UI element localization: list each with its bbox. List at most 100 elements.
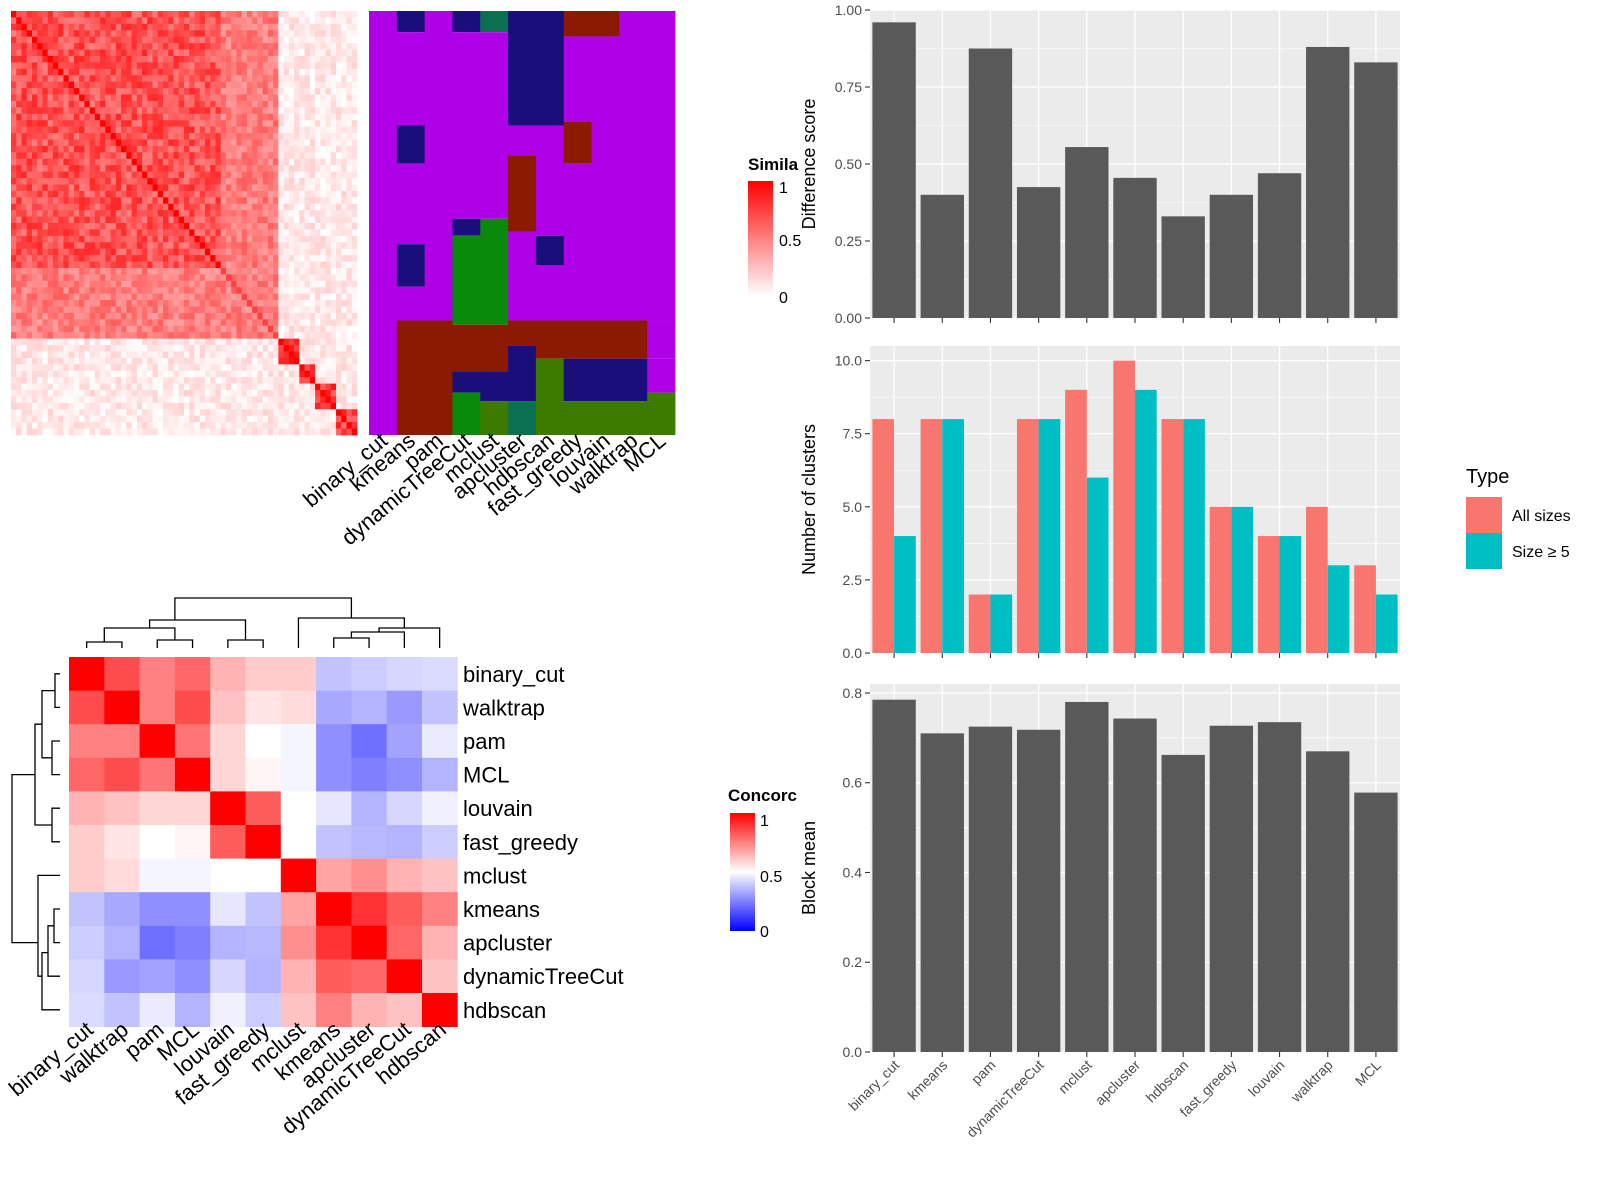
similarity-cell (26, 158, 33, 166)
similarity-cell (147, 415, 153, 423)
similarity-cell (47, 23, 54, 31)
similarity-cell (163, 178, 169, 185)
similarity-cell (147, 100, 153, 108)
similarity-cell (252, 312, 258, 320)
similarity-cell (136, 216, 143, 224)
similarity-cell (351, 81, 358, 89)
concordance-cell (69, 690, 105, 725)
similarity-cell (252, 396, 258, 404)
similarity-cell (184, 184, 190, 192)
similarity-cell (267, 178, 274, 185)
similarity-cell (37, 319, 43, 327)
similarity-cell (220, 415, 227, 423)
similarity-cell (58, 255, 64, 262)
similarity-cell (199, 152, 206, 160)
similarity-cell (194, 396, 201, 404)
concordance-cell (351, 791, 388, 826)
similarity-cell (299, 280, 305, 288)
similarity-cell (173, 332, 180, 340)
similarity-cell (199, 223, 206, 230)
similarity-cell (199, 261, 206, 269)
y-axis-label: Block mean (799, 821, 819, 915)
similarity-cell (294, 62, 300, 70)
similarity-cell (288, 113, 295, 121)
similarity-cell (278, 210, 284, 217)
similarity-cell (330, 126, 337, 134)
similarity-cell (267, 332, 274, 340)
similarity-cell (325, 261, 332, 269)
similarity-cell (283, 287, 290, 295)
similarity-cell (231, 280, 237, 288)
similarity-cell (11, 364, 17, 372)
similarity-cell (11, 81, 17, 89)
similarity-cell (52, 113, 59, 121)
similarity-cell (236, 345, 243, 352)
similarity-cell (257, 280, 264, 288)
similarity-cell (220, 62, 227, 70)
similarity-cell (204, 145, 211, 153)
similarity-cell (189, 422, 195, 429)
similarity-cell (351, 357, 358, 365)
similarity-cell (157, 223, 164, 230)
similarity-cell (42, 396, 49, 404)
similarity-cell (115, 242, 122, 250)
similarity-cell (26, 49, 33, 57)
similarity-cell (231, 409, 237, 417)
similarity-cell (147, 190, 153, 198)
similarity-cell (147, 402, 153, 410)
similarity-cell (115, 345, 122, 352)
similarity-cell (168, 203, 174, 211)
similarity-cell (58, 428, 64, 436)
similarity-cell (341, 23, 347, 31)
similarity-cell (131, 364, 138, 372)
similarity-cell (288, 255, 295, 262)
similarity-cell (309, 88, 316, 95)
concordance-cell (174, 993, 211, 1027)
similarity-cell (89, 229, 96, 237)
similarity-cell (304, 68, 311, 76)
similarity-cell (84, 75, 91, 83)
similarity-cell (152, 325, 159, 333)
similarity-cell (147, 184, 153, 192)
similarity-cell (58, 261, 64, 269)
similarity-cell (11, 30, 17, 38)
similarity-cell (225, 274, 232, 282)
similarity-cell (189, 43, 195, 50)
similarity-cell (336, 229, 342, 237)
similarity-cell (136, 274, 143, 282)
concordance-cell (174, 690, 211, 725)
similarity-cell (325, 287, 332, 295)
similarity-cell (283, 319, 290, 327)
similarity-cell (11, 390, 17, 397)
similarity-cell (189, 351, 195, 359)
similarity-cell (163, 422, 169, 429)
similarity-cell (126, 178, 132, 185)
similarity-cell (68, 17, 75, 25)
similarity-cell (42, 158, 49, 166)
similarity-cell (100, 422, 106, 429)
similarity-cell (346, 152, 353, 160)
similarity-cell (121, 184, 127, 192)
similarity-cell (147, 36, 153, 44)
similarity-cell (79, 390, 85, 397)
similarity-cell (273, 223, 279, 230)
similarity-cell (11, 184, 17, 192)
concordance-cell (422, 690, 458, 725)
similarity-cell (231, 11, 237, 18)
similarity-cell (173, 210, 180, 217)
similarity-cell (11, 100, 17, 108)
similarity-cell (115, 402, 122, 410)
similarity-cell (147, 364, 153, 372)
similarity-cell (215, 357, 222, 365)
similarity-cell (68, 139, 75, 147)
similarity-cell (94, 158, 101, 166)
similarity-cell (157, 152, 164, 160)
similarity-cell (21, 383, 28, 391)
similarity-cell (11, 293, 17, 301)
similarity-cell (126, 152, 132, 160)
similarity-cell (236, 139, 243, 147)
similarity-cell (31, 300, 38, 307)
similarity-cell (199, 81, 206, 89)
similarity-cell (63, 49, 70, 57)
similarity-cell (168, 396, 174, 404)
